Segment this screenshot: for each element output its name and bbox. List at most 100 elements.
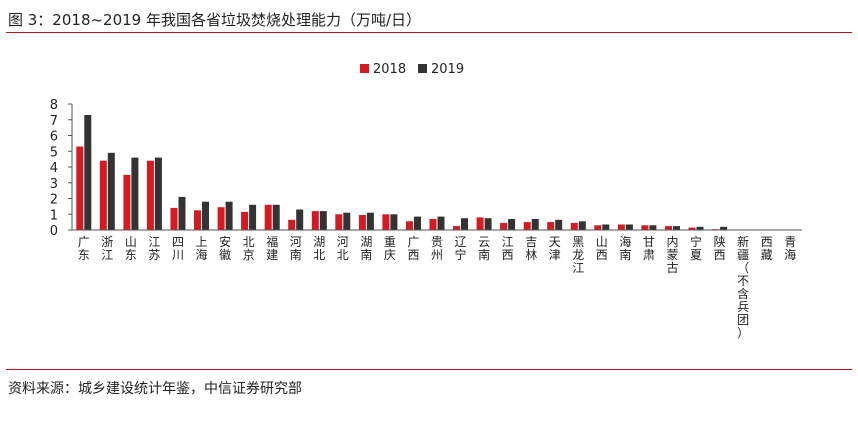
x-category-label: 陕西: [714, 234, 726, 262]
bar-2018-7: [217, 207, 225, 230]
figure-title: 图 3：2018~2019 年我国各省垃圾焚烧处理能力（万吨/日）: [8, 11, 422, 29]
bar-2019-1: [84, 115, 92, 230]
x-category-label: 黑龙江: [572, 235, 584, 275]
source-rule: [6, 369, 852, 370]
x-category-label: 河北: [337, 235, 349, 262]
x-category-label: 江苏: [148, 235, 160, 262]
bar-2018-15: [406, 221, 413, 230]
x-category-label: 广东: [78, 235, 90, 262]
bar-2018-12: [335, 214, 343, 231]
x-category-label: 甘肃: [643, 235, 655, 262]
bar-2019-27: [696, 226, 704, 230]
x-axis: 广东浙江山东江苏四川上海安徽北京福建河南湖北河北湖南重庆广西贵州辽宁云南江西吉林…: [72, 229, 802, 340]
bar-2018-18: [476, 217, 484, 230]
y-tick-label: 4: [50, 161, 58, 176]
bar-2018-23: [594, 225, 602, 230]
x-category-label: 湖南: [360, 234, 372, 262]
bar-2018-20: [523, 222, 531, 230]
bar-2018-5: [170, 207, 178, 230]
title-rule: [6, 32, 852, 33]
x-category-label: 云南: [478, 235, 490, 262]
bar-2019-23: [602, 224, 610, 230]
x-category-label: 宁夏: [690, 234, 702, 262]
x-category-label: 河南: [290, 235, 302, 262]
x-category-label: 重庆: [384, 235, 396, 262]
x-category-label: 西藏: [761, 235, 773, 262]
bar-2018-17: [453, 226, 460, 230]
bar-2019-7: [225, 201, 233, 230]
x-category-label: 山东: [125, 235, 137, 262]
bar-2019-13: [366, 212, 374, 230]
bar-2018-2: [99, 160, 107, 230]
bar-2018-24: [617, 224, 625, 230]
y-tick-label: 0: [50, 224, 58, 239]
bar-2018-14: [382, 214, 390, 231]
y-tick-label: 7: [50, 114, 58, 129]
y-tick-label: 8: [50, 98, 58, 113]
bar-2018-13: [358, 215, 366, 230]
x-category-label: 吉林: [525, 235, 537, 262]
y-tick-label: 5: [50, 145, 58, 160]
bar-2019-2: [107, 152, 115, 230]
bar-2018-19: [500, 222, 508, 230]
bar-2019-6: [202, 201, 209, 230]
x-category-label: 上海: [195, 235, 207, 262]
bar-2018-26: [665, 226, 672, 230]
bar-2018-25: [641, 225, 649, 230]
y-tick-label: 6: [50, 130, 58, 145]
bar-2018-9: [264, 204, 272, 230]
bar-2019-18: [484, 218, 492, 230]
bar-2018-21: [547, 222, 555, 230]
bar-2019-16: [437, 216, 445, 230]
x-category-label: 安徽: [219, 234, 231, 262]
x-category-label: 贵州: [431, 235, 443, 262]
x-category-label: 内蒙古: [666, 235, 678, 275]
bar-2019-22: [578, 221, 586, 230]
x-category-label: 海南: [619, 234, 631, 262]
bar-2018-11: [311, 211, 319, 230]
y-tick-label: 3: [50, 177, 58, 192]
y-tick-label: 1: [50, 208, 58, 223]
bar-2019-9: [272, 204, 280, 230]
legend-swatch-2019: [418, 64, 427, 73]
bar-2018-27: [688, 227, 696, 230]
bar-2018-8: [241, 211, 249, 230]
x-category-label: 山西: [596, 235, 608, 262]
x-category-label: 北京: [243, 235, 255, 262]
x-category-label: 辽宁: [454, 235, 466, 262]
bar-2018-10: [288, 219, 296, 230]
bar-2018-16: [429, 219, 437, 230]
bar-2019-28: [720, 226, 728, 230]
bar-2019-19: [508, 219, 516, 230]
bar-2019-20: [531, 219, 539, 230]
bar-2018-3: [123, 174, 131, 230]
bar-2019-10: [296, 209, 304, 230]
x-category-label: 广西: [407, 235, 419, 262]
bar-2018-6: [194, 210, 201, 230]
x-category-label: 新疆（不含兵团）: [737, 234, 749, 340]
bar-2019-12: [343, 212, 351, 230]
legend-label-2019: 2019: [431, 62, 464, 77]
y-tick-label: 2: [50, 193, 58, 208]
bar-2019-3: [131, 157, 139, 230]
source-note: 资料来源：城乡建设统计年鉴，中信证券研究部: [8, 381, 302, 397]
bar-2019-14: [390, 214, 398, 231]
bar-2019-25: [649, 225, 657, 230]
bar-2018-4: [146, 160, 154, 230]
bar-2019-8: [249, 204, 257, 230]
bar-2018-1: [76, 146, 84, 230]
x-category-label: 四川: [172, 235, 184, 262]
bar-2018-22: [570, 222, 578, 230]
x-category-label: 青海: [784, 235, 796, 262]
bar-2019-17: [461, 218, 468, 230]
bar-2019-15: [414, 216, 421, 230]
bar-2019-11: [319, 211, 327, 230]
x-category-label: 天津: [549, 235, 561, 262]
x-category-label: 福建: [266, 234, 278, 262]
bar-series: [76, 115, 728, 231]
x-category-label: 浙江: [101, 235, 113, 262]
bar-2019-26: [673, 226, 680, 230]
